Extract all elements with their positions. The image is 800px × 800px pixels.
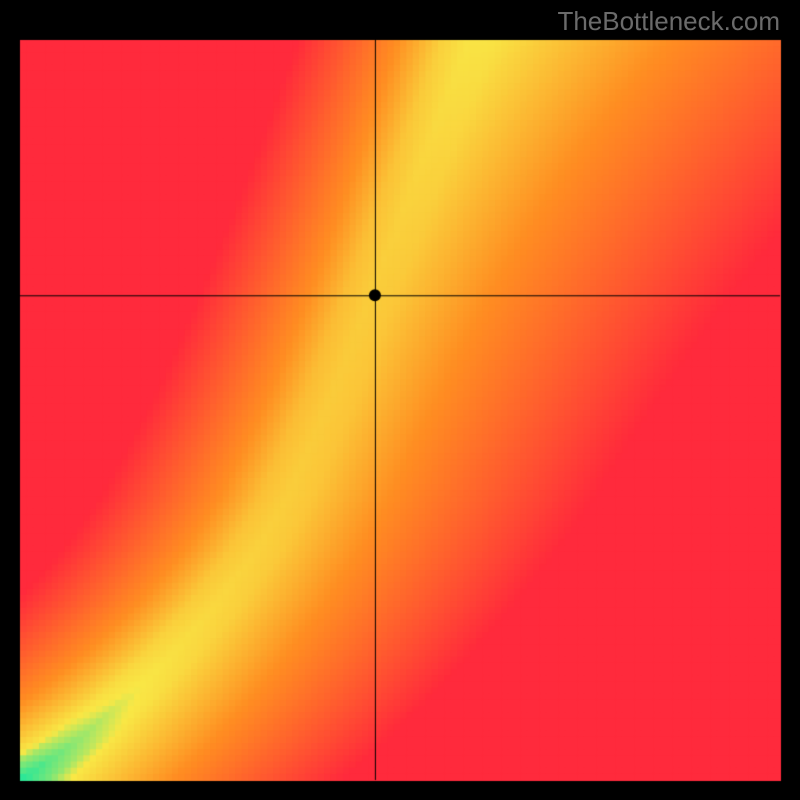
watermark-text: TheBottleneck.com bbox=[557, 6, 780, 37]
bottleneck-heatmap bbox=[0, 0, 800, 800]
